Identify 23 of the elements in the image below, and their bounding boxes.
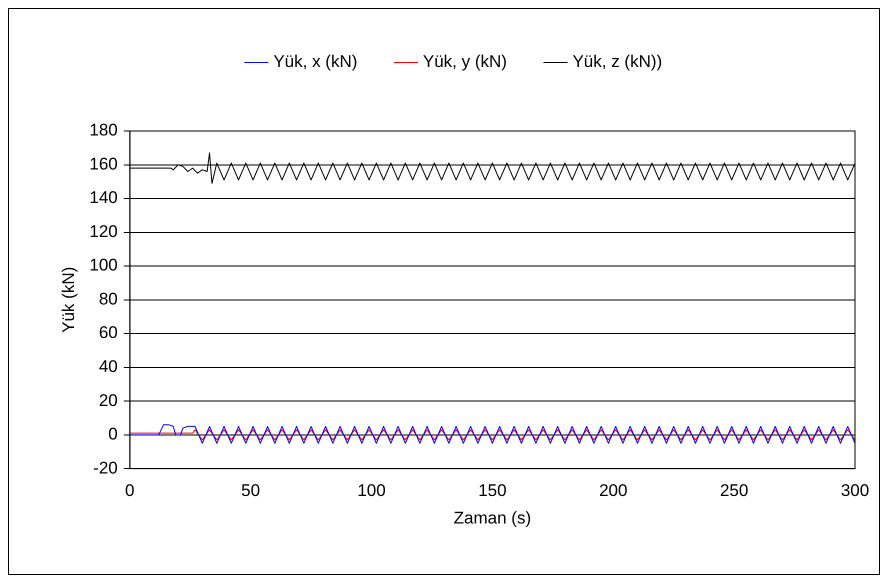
x-tick-label: 100 <box>357 480 386 500</box>
y-tick-label: 80 <box>98 289 118 308</box>
y-axis-title: Yük (kN) <box>58 266 78 333</box>
y-tick-label: 40 <box>98 357 118 376</box>
x-tick-label: 250 <box>720 480 748 500</box>
x-tick-label: 150 <box>478 480 507 500</box>
y-tick-label: 100 <box>89 256 118 275</box>
y-tick-label: -20 <box>93 458 118 478</box>
y-tick-label: 120 <box>89 222 118 241</box>
x-tick-label: 200 <box>599 480 628 500</box>
y-tick-label: 0 <box>108 424 118 444</box>
x-tick-label: 300 <box>840 480 870 500</box>
x-tick-label: 0 <box>125 480 134 500</box>
x-axis-title: Zaman (s) <box>454 508 532 528</box>
y-tick-label: 160 <box>89 154 118 174</box>
y-tick-label: 180 <box>89 120 118 140</box>
y-tick-label: 140 <box>89 188 118 208</box>
x-tick-label: 50 <box>241 480 260 500</box>
legend-label: Yük, y (kN) <box>422 52 507 72</box>
legend-label: Yük, x (kN) <box>273 52 358 72</box>
y-tick-label: 60 <box>98 323 118 342</box>
y-tick-label: 20 <box>98 390 118 410</box>
legend-label: Yük, z (kN)) <box>572 52 662 72</box>
